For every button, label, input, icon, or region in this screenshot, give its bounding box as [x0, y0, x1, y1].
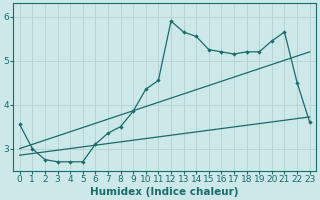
X-axis label: Humidex (Indice chaleur): Humidex (Indice chaleur): [91, 187, 239, 197]
